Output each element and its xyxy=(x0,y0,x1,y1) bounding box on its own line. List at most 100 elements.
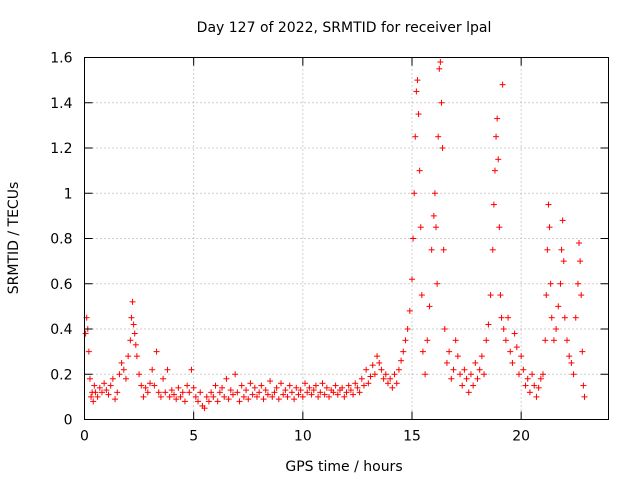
data-point xyxy=(497,292,504,299)
data-point xyxy=(574,280,581,287)
data-point xyxy=(491,167,498,174)
data-point xyxy=(478,353,485,360)
data-point xyxy=(467,371,474,378)
data-point xyxy=(436,65,443,72)
data-point xyxy=(227,387,234,394)
data-point xyxy=(90,398,97,405)
data-point xyxy=(179,389,186,396)
data-point xyxy=(118,359,125,366)
data-point xyxy=(284,393,291,400)
data-point xyxy=(153,348,160,355)
data-point xyxy=(389,384,396,391)
x-tick-label: 15 xyxy=(403,429,421,445)
data-point xyxy=(446,348,453,355)
data-point xyxy=(576,240,583,247)
data-point xyxy=(363,366,370,373)
data-point xyxy=(116,371,123,378)
data-point xyxy=(85,348,92,355)
data-point xyxy=(384,380,391,387)
data-point xyxy=(205,398,212,405)
data-point xyxy=(280,391,287,398)
x-tick-label: 0 xyxy=(80,429,89,445)
data-point xyxy=(470,382,477,389)
data-point xyxy=(487,292,494,299)
x-tick-label: 5 xyxy=(189,429,198,445)
data-point xyxy=(308,391,315,398)
data-point xyxy=(426,303,433,310)
data-point xyxy=(190,384,197,391)
data-point xyxy=(476,366,483,373)
data-point xyxy=(352,380,359,387)
data-point xyxy=(258,382,265,389)
data-point xyxy=(243,387,250,394)
data-point xyxy=(441,326,448,332)
data-point xyxy=(212,382,219,389)
data-point xyxy=(317,389,324,396)
data-point xyxy=(94,393,101,400)
data-point xyxy=(499,81,506,88)
data-point xyxy=(568,359,575,366)
data-point xyxy=(485,321,492,328)
data-point xyxy=(173,396,180,403)
data-point xyxy=(360,382,367,389)
data-point xyxy=(542,337,549,344)
data-point xyxy=(129,298,136,305)
data-point xyxy=(450,366,457,373)
y-tick-label: 1.4 xyxy=(50,96,72,112)
data-point xyxy=(332,382,339,389)
data-point xyxy=(578,292,585,299)
data-point xyxy=(91,382,98,389)
data-point xyxy=(391,371,398,378)
data-point xyxy=(299,393,306,400)
data-point xyxy=(114,389,121,396)
data-point xyxy=(412,133,419,140)
data-point xyxy=(411,190,418,197)
y-tick-label: 0 xyxy=(64,413,73,429)
data-point xyxy=(278,380,284,387)
data-point xyxy=(356,389,363,396)
data-point xyxy=(434,280,441,287)
data-point xyxy=(489,246,496,253)
data-point xyxy=(522,382,529,389)
data-point xyxy=(566,353,573,360)
data-point xyxy=(319,380,326,387)
data-point xyxy=(437,59,444,66)
data-point xyxy=(387,375,394,382)
data-point xyxy=(463,375,470,382)
data-point xyxy=(96,384,103,391)
data-point xyxy=(490,201,497,208)
data-point xyxy=(251,384,258,391)
data-point xyxy=(236,398,243,405)
data-point xyxy=(483,337,490,344)
data-point xyxy=(343,389,350,396)
data-point xyxy=(526,389,533,396)
data-point xyxy=(162,389,169,396)
data-point xyxy=(382,371,389,378)
data-point xyxy=(509,359,516,366)
data-point xyxy=(260,396,267,403)
data-point xyxy=(406,307,413,314)
data-point xyxy=(286,382,293,389)
data-point xyxy=(295,391,302,398)
data-point xyxy=(269,393,276,400)
chart-title: Day 127 of 2022, SRMTID for receiver lpa… xyxy=(197,20,492,36)
data-point xyxy=(267,378,274,385)
y-tick-label: 0.6 xyxy=(50,277,72,293)
data-point xyxy=(454,353,461,360)
data-point xyxy=(438,99,445,106)
data-point xyxy=(208,389,215,396)
data-point xyxy=(210,393,217,400)
data-point xyxy=(188,366,195,373)
data-point xyxy=(326,393,333,400)
data-point xyxy=(339,384,346,391)
data-point xyxy=(558,246,565,253)
data-point xyxy=(128,314,135,321)
data-point xyxy=(282,387,289,394)
data-point xyxy=(151,382,158,389)
data-point xyxy=(315,393,322,400)
data-point xyxy=(82,330,89,337)
data-point xyxy=(186,389,193,396)
data-point xyxy=(367,373,374,380)
data-point xyxy=(130,321,137,328)
data-point xyxy=(347,387,354,394)
